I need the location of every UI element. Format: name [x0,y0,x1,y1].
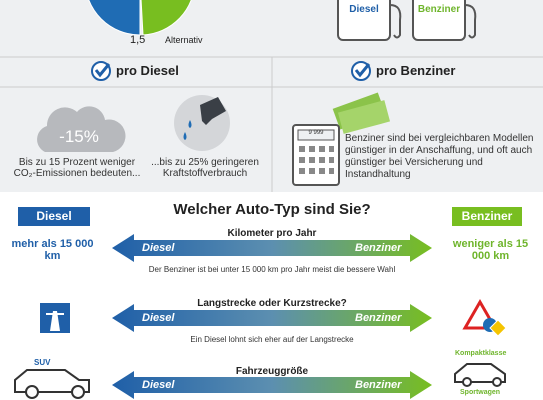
arrow-label: Benziner [355,312,402,324]
section-title: pro Benziner [376,63,456,78]
arrow [112,304,432,332]
arrow-label: Diesel [142,242,175,254]
arrow-label: Benziner [355,242,402,254]
benefit-text: Benziner sind bei vergleichbaren Modelle… [345,133,534,180]
caption: Der Benziner ist bei unter 15 000 km pro… [148,265,396,274]
badge-text: Diesel [36,209,72,223]
pie-green [140,0,192,36]
suv-icon [14,369,90,399]
section-title: pro Diesel [116,63,179,78]
cloud-label: -15% [59,127,99,146]
benefit-text: ...bis zu 25% geringeren Kraftstoffverbr… [151,157,259,179]
pie-label: Alternativ [165,35,203,45]
side-note: Sportwagen [460,389,501,396]
benefit-text: Bis zu 15 Prozent weniger CO₂-Emissionen… [13,157,141,179]
cloud [37,106,126,152]
calculator [292,124,340,186]
arrow [112,234,432,262]
side-note: weniger als 15 000 km [452,238,529,262]
side-note: Kompaktklasse [455,350,507,357]
pumps [337,0,477,41]
side-note: mehr als 15 000 km [11,238,94,262]
arrow-label: Diesel [142,379,175,391]
arrow-label: Diesel [142,312,175,324]
money-icon [332,92,391,134]
calculator-display: 9 999 [308,130,324,136]
traffic-signs [462,298,507,337]
check-icon [351,61,371,81]
pump-label: Diesel [349,4,379,15]
caption: Ein Diesel lohnt sich eher auf der Langs… [190,335,354,344]
question: Langstrecke oder Kurzstrecke? [197,298,347,309]
check-icon [91,61,111,81]
nozzle-icon [174,95,230,151]
pie-blue [88,0,141,36]
pump-label: Benziner [417,4,461,15]
arrow [112,371,432,399]
compact-icon [454,363,506,387]
quiz-title: Welcher Auto-Typ sind Sie? [173,201,371,218]
badge-text: Benziner [461,209,513,223]
badge-benziner [452,207,522,226]
question: Kilometer pro Jahr [227,228,317,239]
badge-diesel [18,207,90,226]
highway-icon [40,303,70,333]
side-note: SUV [34,358,51,367]
pie-label: 1,5 [130,34,146,46]
question: Fahrzeuggröße [235,366,309,377]
arrow-label: Benziner [355,379,402,391]
